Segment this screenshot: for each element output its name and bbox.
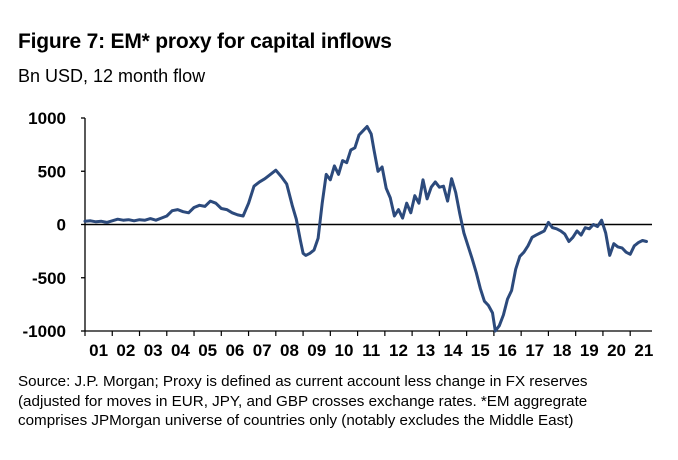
series-layer — [83, 125, 648, 333]
x-tick-label: 19 — [580, 341, 599, 360]
x-tick-label: 07 — [253, 341, 272, 360]
x-tick-label: 09 — [307, 341, 326, 360]
x-tick-label: 06 — [225, 341, 244, 360]
x-tick-label: 03 — [144, 341, 163, 360]
source-note-line-1: Source: J.P. Morgan; Proxy is defined as… — [18, 373, 588, 390]
x-tick-label: 11 — [362, 341, 380, 360]
x-tick-label: 08 — [280, 341, 299, 360]
x-tick-label: 05 — [198, 341, 217, 360]
x-tick-label: 13 — [416, 341, 435, 360]
x-tick-label: 20 — [607, 341, 626, 360]
y-tick-label: -1000 — [23, 322, 66, 341]
x-axis: 01 02 03 04 05 06 07 08 09 10 11 12 13 14 15 16 17 18 19 20… — [84, 223, 653, 360]
chart-title: Figure 7: EM* proxy for capital inflows — [18, 30, 392, 53]
x-tick-label: 18 — [553, 341, 572, 360]
y-axis: 1000 500 0 -500 -1000 — [23, 109, 86, 341]
x-tick-label: 02 — [116, 341, 135, 360]
x-tick-label: 16 — [498, 341, 517, 360]
x-tick-label: 12 — [389, 341, 408, 360]
x-tick-label: 01 — [89, 341, 108, 360]
x-tick-label: 04 — [171, 341, 190, 360]
y-tick-label: 500 — [38, 162, 66, 181]
y-tick-label: -500 — [32, 269, 66, 288]
x-tick-label: 21 — [634, 341, 653, 360]
source-note: Source: J.P. Morgan; Proxy is defined as… — [18, 372, 668, 431]
x-tick-label: 17 — [525, 341, 544, 360]
y-tick-label: 1000 — [28, 109, 66, 128]
x-tick-label: 15 — [471, 341, 490, 360]
x-tick-label: 14 — [444, 341, 463, 360]
source-note-line-2: (adjusted for moves in EUR, JPY, and GBP… — [18, 392, 588, 410]
chart-subtitle: Bn USD, 12 month flow — [18, 66, 206, 86]
y-tick-label: 0 — [57, 216, 66, 235]
series-line — [83, 125, 648, 333]
source-note-line-3: comprises JPMorgan universe of countries… — [18, 412, 574, 429]
x-tick-label: 10 — [335, 341, 354, 360]
